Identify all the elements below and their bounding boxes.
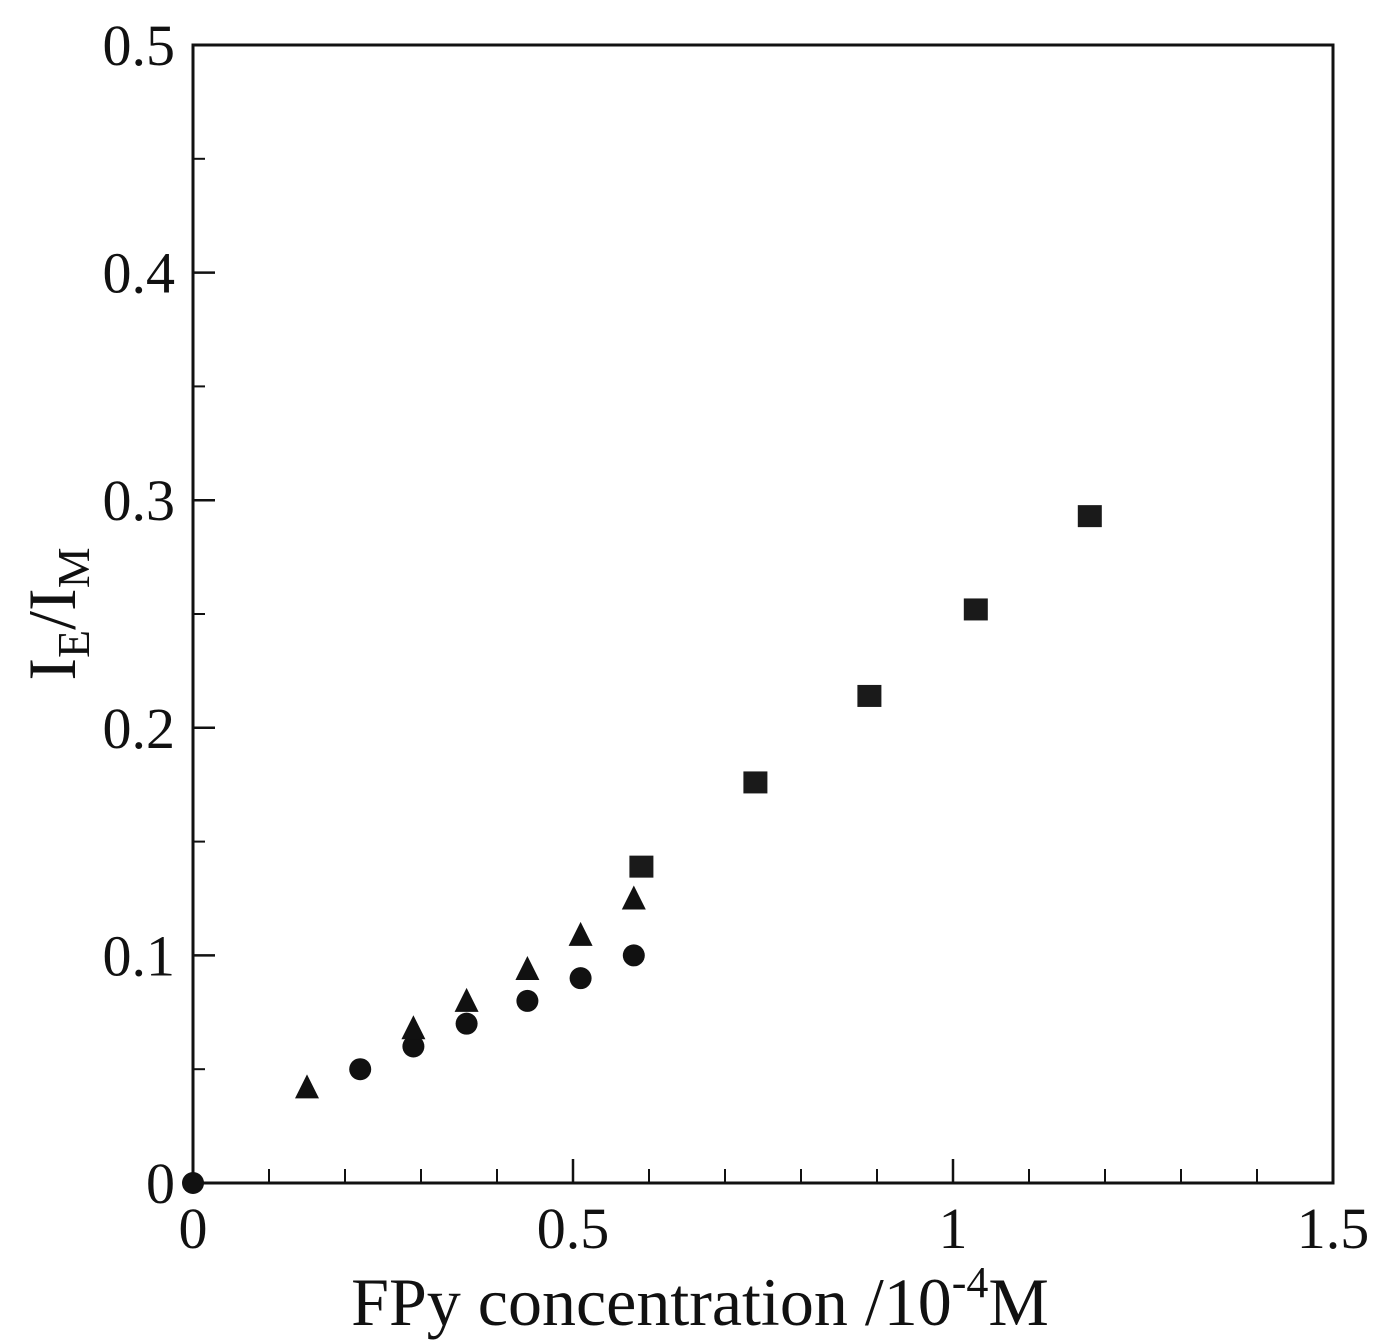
x-tick-label: 1 — [939, 1196, 968, 1261]
data-point-circle — [516, 989, 539, 1012]
x-axis-title-exponent: -4 — [952, 1258, 989, 1307]
y-tick-label: 0 — [146, 1151, 175, 1216]
data-point-circle — [402, 1035, 425, 1058]
data-point-square — [1077, 505, 1102, 528]
data-point-triangle — [401, 1015, 426, 1040]
y-axis-title-sub-1: E — [48, 630, 99, 658]
y-axis-title-sub-2: M — [48, 547, 99, 588]
y-axis-title-main-1: I — [14, 658, 90, 681]
y-tick-label: 0.5 — [103, 13, 176, 78]
data-point-square — [743, 771, 768, 794]
data-point-circle — [622, 944, 645, 967]
x-tick-label: 0 — [179, 1196, 208, 1261]
data-point-circle — [349, 1058, 372, 1081]
series-square — [629, 505, 1102, 878]
data-point-triangle — [295, 1074, 319, 1099]
minor-ticks — [193, 157, 1258, 1183]
series-circle — [182, 944, 645, 1194]
y-tick-label: 0.4 — [103, 241, 176, 306]
x-axis-title-unit: M — [988, 1264, 1048, 1340]
data-point-square — [963, 598, 988, 621]
data-point-triangle — [515, 956, 540, 981]
y-tick-label: 0.2 — [103, 696, 176, 761]
y-tick-label: 0.1 — [103, 923, 176, 988]
y-axis-title-separator: / — [14, 611, 90, 630]
y-tick-label: 0.3 — [103, 468, 176, 533]
data-point-triangle — [454, 987, 479, 1012]
data-point-triangle — [621, 885, 646, 910]
data-point-square — [629, 855, 654, 878]
x-tick-label: 0.5 — [537, 1196, 610, 1261]
x-axis-title-main: FPy concentration /10 — [351, 1264, 952, 1340]
data-point-triangle — [568, 921, 593, 946]
plot-frame — [191, 43, 1335, 1185]
x-axis-title: FPy concentration /10-4M — [351, 1258, 1049, 1340]
y-axis-title-main-2: I — [14, 588, 90, 611]
data-point-square — [857, 684, 882, 707]
series-triangle — [295, 885, 646, 1099]
data-point-circle — [182, 1172, 204, 1194]
data-point-circle — [569, 967, 592, 990]
tick-labels: 0 0.5 1 1.5 0 0.1 0.2 0.3 0.4 0.5 — [103, 13, 1370, 1261]
x-tick-label: 1.5 — [1297, 1196, 1370, 1261]
data-points — [182, 505, 1102, 1194]
data-point-circle — [455, 1012, 478, 1035]
y-axis-title: IE/IM — [14, 547, 99, 680]
major-ticks — [191, 43, 1335, 1185]
